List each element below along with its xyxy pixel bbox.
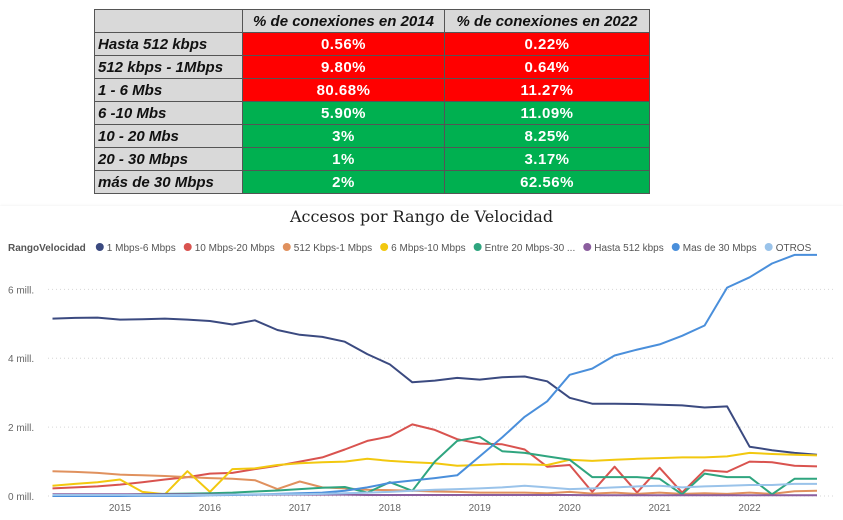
table-row: más de 30 Mbps 2% 62.56% (94, 170, 650, 194)
y-tick-label: 0 mill. (8, 492, 34, 503)
row-label: 6 -10 Mbs (94, 101, 243, 125)
x-tick-label: 2017 (289, 503, 312, 514)
row-label: 512 kbps - 1Mbps (94, 55, 243, 79)
y-tick-label: 4 mill. (8, 354, 34, 365)
table-body: Hasta 512 kbps 0.56% 0.22% 512 kbps - 1Mbps… (94, 32, 650, 194)
legend-marker (380, 243, 389, 251)
table-row: Hasta 512 kbps 0.56% 0.22% (94, 32, 650, 56)
legend-label: Entre 20 Mbps-30 ... (485, 243, 576, 254)
chart-title: Accesos por Rango de Velocidad (289, 207, 554, 226)
line-chart: 0 mill. 2 mill. 4 mill. 6 mill. 2015 2016 2017… (8, 243, 835, 514)
value-2022: 8.25% (444, 124, 650, 148)
row-label: 1 - 6 Mbs (94, 78, 243, 102)
value-2022: 11.09% (444, 101, 650, 125)
legend-marker (583, 243, 592, 251)
table-row: 20 - 30 Mbps 1% 3.17% (94, 147, 650, 171)
series-line (52, 470, 818, 495)
x-tick-label: 2016 (199, 503, 222, 514)
row-label: 10 - 20 Mbs (94, 124, 243, 148)
value-2014: 2% (242, 170, 445, 194)
value-2022: 11.27% (444, 78, 650, 102)
value-2014: 3% (242, 124, 445, 148)
legend-label: 10 Mbps-20 Mbps (195, 243, 275, 254)
x-tick-label: 2015 (109, 503, 132, 514)
legend-marker (282, 243, 291, 251)
value-2014: 5.90% (242, 101, 445, 125)
value-2022: 62.56% (444, 170, 650, 194)
series-line (52, 451, 818, 496)
table-header-row: % de conexiones en 2014 % de conexiones … (94, 9, 650, 33)
series-line (52, 316, 818, 456)
value-2022: 3.17% (444, 147, 650, 171)
legend-marker (183, 243, 192, 251)
speed-comparison-table: % de conexiones en 2014 % de conexiones … (94, 9, 650, 194)
table-row: 512 kbps - 1Mbps 9.80% 0.64% (94, 55, 650, 79)
series-line (52, 253, 817, 497)
value-2022: 0.22% (444, 32, 650, 56)
legend-label: OTROS (776, 243, 812, 254)
x-tick-label: 2018 (379, 503, 402, 514)
column-header-2014: % de conexiones en 2014 (242, 9, 445, 33)
x-tick-label: 2022 (738, 503, 761, 514)
legend-label: 1 Mbps-6 Mbps (107, 243, 176, 254)
legend-label: 512 Kbps-1 Mbps (294, 243, 372, 254)
column-header-2022: % de conexiones en 2022 (444, 9, 650, 33)
row-label: Hasta 512 kbps (94, 32, 243, 56)
y-tick-label: 6 mill. (8, 285, 34, 296)
value-2014: 80.68% (242, 78, 445, 102)
chart-panel: 0 mill. 2 mill. 4 mill. 6 mill. 2015 2016 2017… (0, 206, 843, 520)
x-tick-label: 2020 (559, 503, 582, 514)
legend-marker (764, 243, 773, 251)
legend-marker (95, 243, 104, 251)
legend-marker (671, 243, 680, 251)
value-2014: 9.80% (242, 55, 445, 79)
table-row: 6 -10 Mbs 5.90% 11.09% (94, 101, 650, 125)
row-label: 20 - 30 Mbps (94, 147, 243, 171)
legend-label: Hasta 512 kbps (594, 243, 664, 254)
legend-title: RangoVelocidad (8, 243, 86, 254)
table-row: 1 - 6 Mbs 80.68% 11.27% (94, 78, 650, 102)
table-corner-cell (94, 9, 243, 33)
row-label: más de 30 Mbps (94, 170, 243, 194)
value-2022: 0.64% (444, 55, 650, 79)
legend-marker (473, 243, 482, 251)
legend-label: Mas de 30 Mbps (683, 243, 757, 254)
table-row: 10 - 20 Mbs 3% 8.25% (94, 124, 650, 148)
legend-label: 6 Mbps-10 Mbps (391, 243, 465, 254)
series-line (52, 482, 817, 496)
value-2014: 0.56% (242, 32, 445, 56)
y-tick-label: 2 mill. (8, 423, 34, 434)
series-line (52, 423, 818, 494)
x-tick-label: 2019 (469, 503, 492, 514)
x-tick-label: 2021 (648, 503, 671, 514)
value-2014: 1% (242, 147, 445, 171)
